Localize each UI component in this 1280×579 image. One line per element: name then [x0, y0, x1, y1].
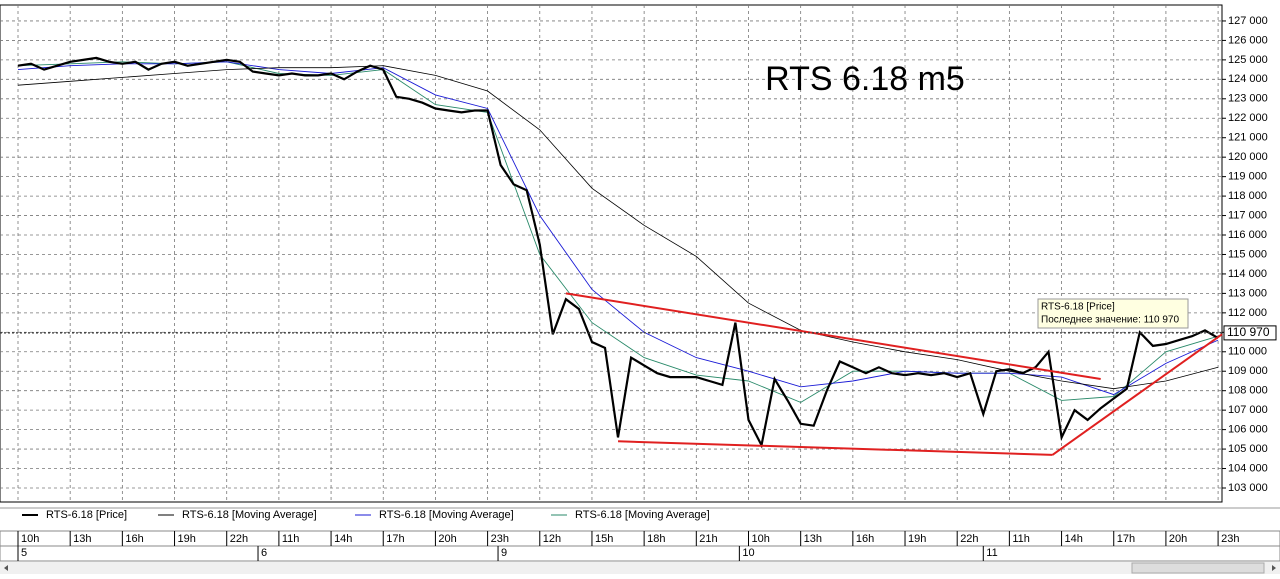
x-tick-label: 18h — [647, 533, 665, 545]
x-tick-label: 11h — [1012, 533, 1030, 545]
y-tick-label: 109 000 — [1228, 365, 1268, 377]
y-tick-label: 105 000 — [1228, 443, 1268, 455]
y-tick-label: 104 000 — [1228, 462, 1268, 474]
y-tick-label: 112 000 — [1228, 307, 1267, 319]
legend-label: RTS-6.18 [Moving Average] — [575, 509, 710, 521]
plot-area — [0, 4, 1223, 503]
x-tick-label: 11h — [282, 533, 300, 545]
x-tick-label: 10h — [21, 533, 39, 545]
trendline — [565, 292, 1101, 381]
x-tick-label: 22h — [230, 533, 248, 545]
y-tick-label: 123 000 — [1228, 93, 1268, 105]
y-tick-label: 115 000 — [1228, 248, 1267, 260]
chart-title: RTS 6.18 m5 — [765, 60, 965, 98]
y-tick-label: 107 000 — [1228, 404, 1268, 416]
scrollbar[interactable] — [0, 562, 1280, 574]
legend-label: RTS-6.18 [Moving Average] — [379, 509, 514, 521]
legend-label: RTS-6.18 [Moving Average] — [182, 509, 317, 521]
x-tick-label: 14h — [1065, 533, 1083, 545]
y-tick-label: 117 000 — [1228, 209, 1267, 221]
tooltip-text: RTS-6.18 [Price] — [1041, 302, 1115, 313]
y-tick-label: 127 000 — [1228, 15, 1268, 27]
day-label: 5 — [21, 547, 27, 559]
x-tick-label: 16h — [125, 533, 143, 545]
y-tick-label: 125 000 — [1228, 54, 1268, 66]
series-line — [17, 56, 1219, 449]
day-label: 10 — [742, 547, 754, 559]
day-label: 11 — [986, 547, 997, 559]
x-tick-label: 17h — [1117, 533, 1135, 545]
x-tick-label: 23h — [1221, 533, 1239, 545]
y-tick-label: 122 000 — [1228, 112, 1268, 124]
y-tick-label: 116 000 — [1228, 229, 1267, 241]
x-tick-label: 17h — [386, 533, 404, 545]
x-tick-label: 22h — [960, 533, 978, 545]
x-tick-label: 10h — [751, 533, 769, 545]
x-tick-label: 23h — [491, 533, 509, 545]
y-tick-label: 126 000 — [1228, 34, 1268, 46]
legend-label: RTS-6.18 [Price] — [46, 509, 127, 521]
y-tick-label: 124 000 — [1228, 73, 1268, 85]
tooltip-text: Последнее значение: 110 970 — [1041, 315, 1179, 326]
y-tick-label: 108 000 — [1228, 385, 1268, 397]
x-tick-label: 20h — [1169, 533, 1187, 545]
y-tick-label: 118 000 — [1228, 190, 1267, 202]
tooltip-box — [1037, 298, 1189, 329]
x-tick-label: 13h — [804, 533, 822, 545]
y-tick-label: 120 000 — [1228, 151, 1268, 163]
day-label: 9 — [501, 547, 507, 559]
x-tick-label: 14h — [334, 533, 352, 545]
y-tick-label: 106 000 — [1228, 424, 1268, 436]
y-tick-label: 121 000 — [1228, 132, 1268, 144]
x-tick-label: 21h — [699, 533, 717, 545]
y-tick-label: 110 000 — [1228, 346, 1267, 358]
x-tick-label: 12h — [543, 533, 561, 545]
y-tick-label: 119 000 — [1228, 171, 1267, 183]
y-tick-label: 103 000 — [1228, 482, 1268, 494]
trendline — [1051, 333, 1223, 456]
y-tick-label: 113 000 — [1228, 287, 1267, 299]
x-tick-label: 16h — [856, 533, 874, 545]
y-tick-label: 114 000 — [1228, 268, 1267, 280]
scroll-thumb[interactable] — [1131, 562, 1265, 574]
x-tick-label: 15h — [595, 533, 613, 545]
trendline — [618, 440, 1053, 456]
last-value-box — [1223, 325, 1277, 341]
last-value-label: 110 970 — [1227, 325, 1270, 339]
x-tick-label: 19h — [908, 533, 926, 545]
day-label: 6 — [261, 547, 267, 559]
x-tick-label: 13h — [73, 533, 91, 545]
x-tick-label: 20h — [438, 533, 456, 545]
x-tick-label: 19h — [178, 533, 196, 545]
